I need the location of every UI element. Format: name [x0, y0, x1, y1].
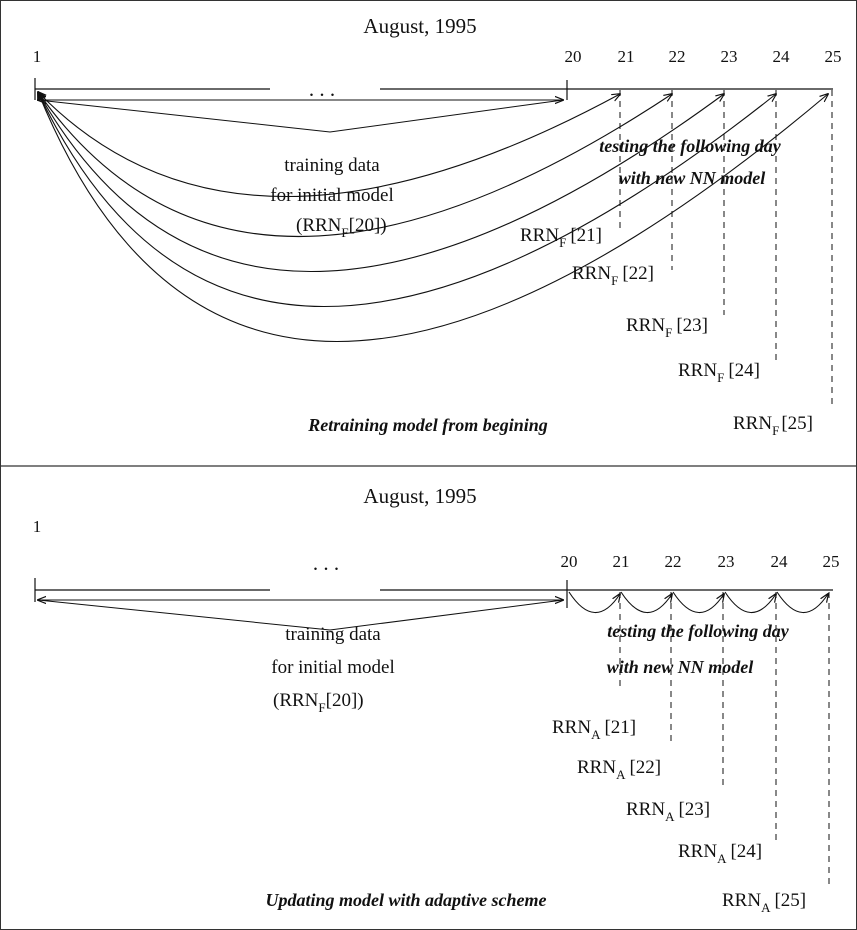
day-label-20: 20 [565, 47, 582, 66]
day-label-24: 24 [771, 552, 789, 571]
training-span-brace [37, 99, 564, 133]
panel-title: August, 1995 [363, 14, 476, 38]
panel-adaptive: August, 1995 1 20 21 22 23 24 25 . . . t… [33, 484, 840, 915]
training-label-line3: (RRNF[20]) [296, 215, 387, 240]
day-label-1: 1 [33, 517, 42, 536]
testing-label-line2: with new NN model [619, 168, 766, 188]
adaptive-arc-24-25 [776, 591, 828, 613]
day-label-22: 22 [669, 47, 686, 66]
panel-retraining: August, 1995 1 20 21 22 23 24 25 . . . t… [33, 14, 842, 438]
rrn-label-24: RRNF [24] [678, 360, 760, 385]
training-label-line3: (RRNF[20]) [273, 690, 364, 715]
panel-caption: Updating model with adaptive scheme [266, 890, 547, 910]
timeline-ellipsis: . . . [309, 77, 335, 101]
day-label-23: 23 [721, 47, 738, 66]
retrain-arc-23 [38, 92, 724, 272]
adaptive-arc-21-22 [620, 591, 672, 613]
day-label-25: 25 [825, 47, 842, 66]
rrn-label-22: RRNF [22] [572, 263, 654, 288]
training-label-line1: training data [284, 155, 380, 176]
adaptive-arc-20-21 [568, 591, 620, 613]
rrn-label-25: RRNA [25] [722, 890, 806, 915]
rrn-label-21: RRNF [21] [520, 225, 602, 250]
rrn-label-24: RRNA [24] [678, 841, 762, 866]
retrain-arc-21 [38, 92, 620, 198]
adaptive-arc-23-24 [724, 591, 776, 613]
retrain-arc-22 [38, 92, 672, 237]
training-label-line2: for initial model [271, 657, 394, 678]
rrn-label-21: RRNA [21] [552, 717, 636, 742]
adaptive-arc-22-23 [672, 591, 724, 613]
rrn-label-22: RRNA [22] [577, 757, 661, 782]
rrn-label-23: RRNA [23] [626, 799, 710, 824]
training-label-line1: training data [285, 624, 381, 645]
testing-label-line2: with new NN model [607, 657, 754, 677]
day-label-24: 24 [773, 47, 791, 66]
testing-label-line1: testing the following day [607, 621, 790, 641]
day-label-1: 1 [33, 47, 42, 66]
day-label-20: 20 [561, 552, 578, 571]
timeline-ellipsis: . . . [313, 551, 339, 575]
day-label-21: 21 [613, 552, 630, 571]
panel-caption: Retraining model from begining [307, 415, 548, 435]
retrain-arc-25 [38, 92, 828, 343]
day-label-21: 21 [618, 47, 635, 66]
rrn-label-25: RRNF [25] [733, 413, 813, 438]
testing-label-line1: testing the following day [599, 136, 782, 156]
training-span-brace [37, 599, 564, 631]
rrn-label-23: RRNF [23] [626, 315, 708, 340]
retrain-arc-24 [38, 92, 776, 308]
panel-title: August, 1995 [363, 484, 476, 508]
day-label-23: 23 [718, 552, 735, 571]
day-label-22: 22 [665, 552, 682, 571]
day-label-25: 25 [823, 552, 840, 571]
